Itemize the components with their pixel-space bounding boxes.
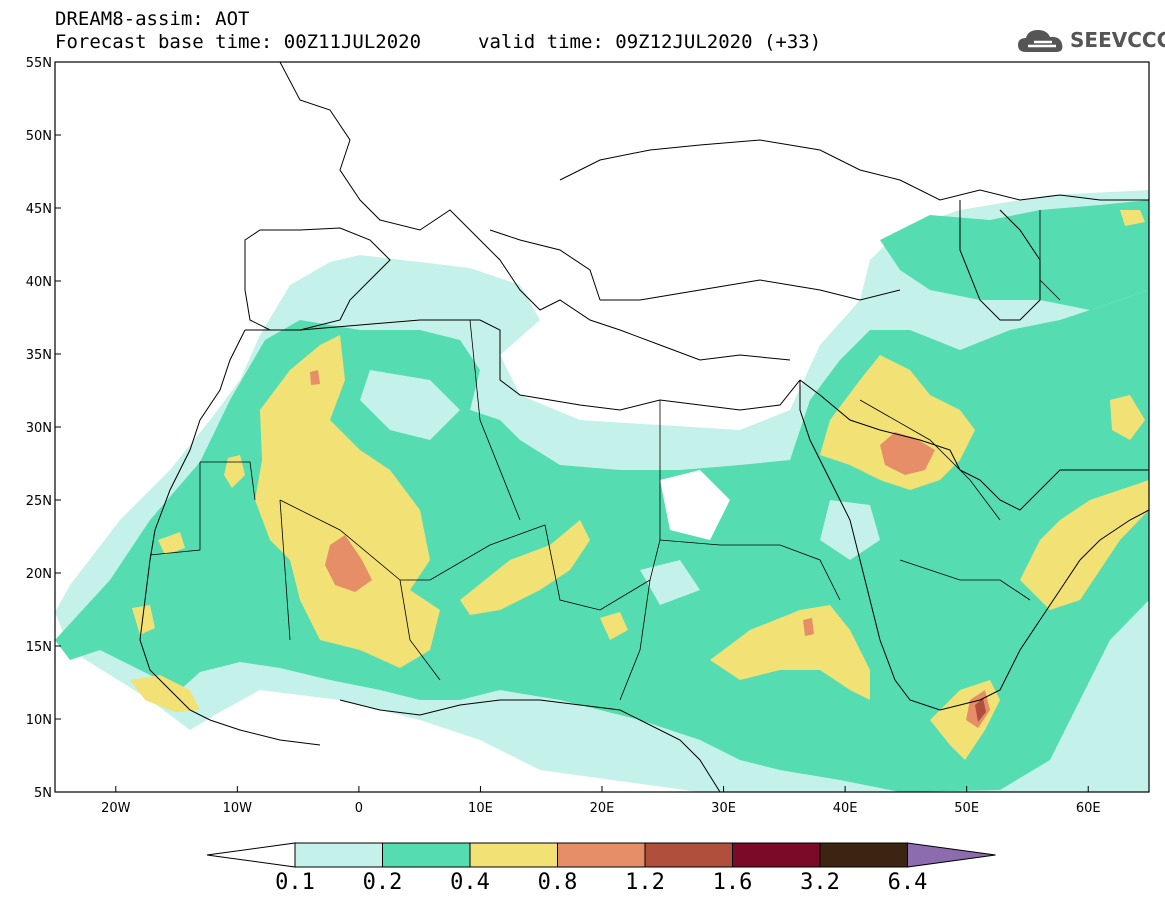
lon-tick-label: 50E	[954, 801, 979, 816]
aot-clear-patch	[660, 470, 730, 540]
aot-band-0.8	[325, 535, 372, 592]
aot-band-0.4-sudan	[710, 605, 870, 700]
colorbar-segment	[294, 842, 383, 868]
aot-band-0.4-oman	[1020, 480, 1149, 610]
lon-tick-label: 10E	[468, 801, 493, 816]
seevccc-logo: SEEVCCC	[1016, 24, 1165, 58]
colorbar-label: 6.4	[887, 870, 928, 895]
latitude-axis: 55N 50N 45N 40N 35N 30N 25N 20N 15N 10N 5N	[26, 56, 61, 801]
aot-contours	[55, 190, 1149, 792]
lat-tick-label: 10N	[26, 713, 52, 728]
aot-clear-patch	[360, 370, 460, 440]
aot-band-0.2-caspian	[880, 200, 1149, 310]
aot-clear-patch	[640, 560, 700, 605]
longitude-axis: 20W 10W 0 10E 20E 30E 40E 50E 60E	[101, 786, 1101, 816]
lat-tick-label: 40N	[26, 275, 52, 290]
valid-time: valid time: 09Z12JUL2020 (+33)	[478, 31, 822, 53]
cloud-icon	[1018, 30, 1063, 52]
aot-band-0.4-small	[1120, 210, 1145, 226]
coastlines	[139, 62, 1149, 792]
colorbar-segment	[557, 842, 646, 868]
lat-tick-label: 35N	[26, 348, 52, 363]
colorbar-label: 0.4	[450, 870, 490, 895]
lat-tick-label: 30N	[26, 421, 52, 436]
lon-tick-label: 60E	[1076, 801, 1101, 816]
lon-tick-label: 0	[355, 801, 363, 816]
lat-tick-label: 55N	[26, 56, 52, 71]
colorbar-segment	[732, 842, 821, 868]
lat-tick-label: 20N	[26, 567, 52, 582]
colorbar-high-arrow	[907, 842, 996, 868]
aot-band-0.4-arabia	[820, 355, 975, 490]
colorbar-segment	[469, 842, 558, 868]
aot-band-0.4-small	[224, 455, 245, 488]
lat-tick-label: 15N	[26, 640, 52, 655]
colorbar-label: 3.2	[800, 870, 840, 895]
aot-band-1.2	[975, 698, 986, 722]
colorbar-segment	[819, 842, 908, 868]
map-title: DREAM8-assim: AOT	[55, 8, 250, 30]
colorbar-label: 1.2	[625, 870, 665, 895]
lat-tick-label: 45N	[26, 202, 52, 217]
aot-band-0.8	[880, 432, 935, 475]
colorbar-label: 0.8	[537, 870, 578, 895]
lat-tick-label: 50N	[26, 129, 52, 144]
borders	[149, 210, 1061, 701]
colorbar-label: 0.1	[275, 870, 315, 895]
colorbar-segment	[382, 842, 471, 868]
colorbar	[206, 842, 996, 868]
aot-band-0.4-small	[132, 605, 155, 635]
lon-tick-label: 30E	[711, 801, 736, 816]
aot-band-0.4-small	[1110, 395, 1145, 440]
colorbar-segment	[644, 842, 733, 868]
colorbar-low-arrow	[206, 842, 296, 868]
aot-band-0.8	[803, 618, 814, 636]
logo-text: SEEVCCC	[1070, 28, 1165, 52]
aot-band-0.8	[310, 370, 320, 385]
aot-band-0.4-chad	[460, 520, 590, 615]
colorbar-label: 1.6	[712, 870, 753, 895]
lat-tick-label: 25N	[26, 494, 52, 509]
colorbar-label: 0.2	[362, 870, 403, 895]
forecast-base-time: Forecast base time: 00Z11JUL2020	[55, 31, 422, 53]
lat-tick-label: 5N	[34, 786, 52, 801]
lon-tick-label: 20E	[590, 801, 615, 816]
aot-band-0.4-small	[158, 532, 185, 555]
lon-tick-label: 10W	[223, 801, 253, 816]
lon-tick-label: 20W	[101, 801, 131, 816]
aot-band-0.4-sahara	[255, 335, 440, 668]
aot-band-0.4-small	[600, 612, 628, 640]
lon-tick-label: 40E	[833, 801, 858, 816]
aot-clear-patch	[820, 500, 880, 560]
